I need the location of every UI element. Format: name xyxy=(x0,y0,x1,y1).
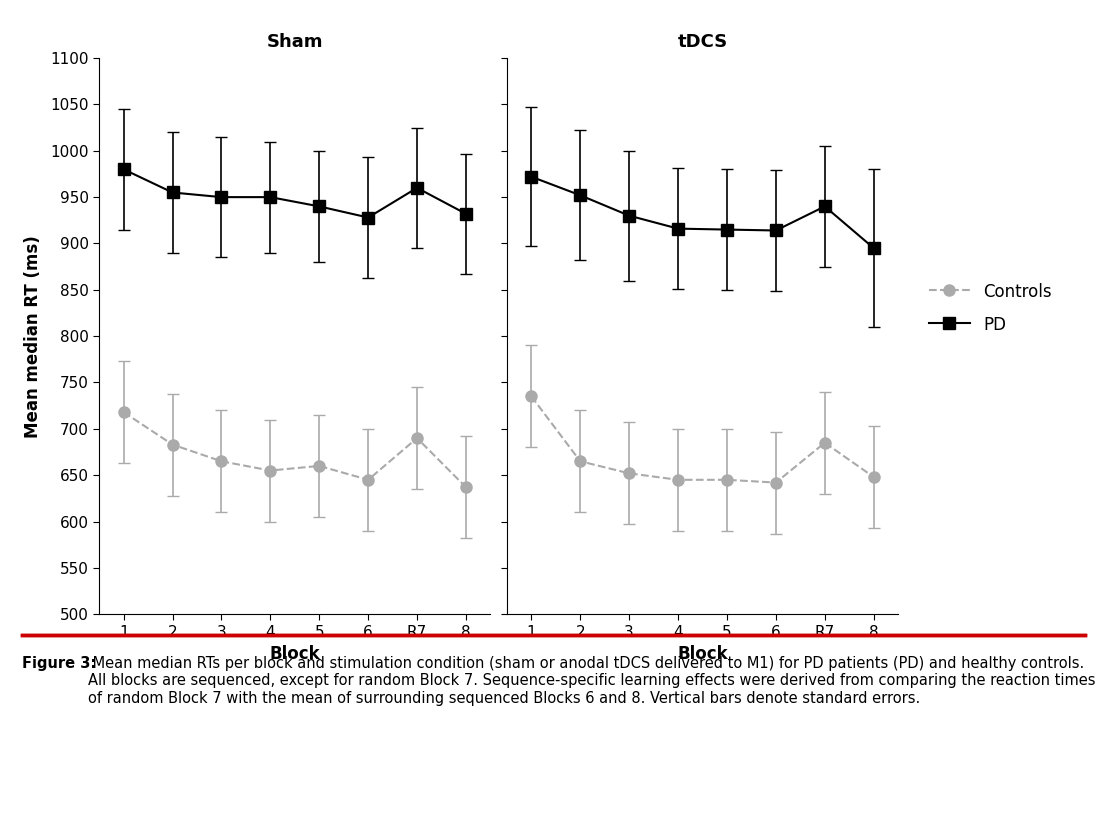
X-axis label: Block: Block xyxy=(678,645,727,663)
Text: Figure 3:: Figure 3: xyxy=(22,656,96,671)
Y-axis label: Mean median RT (ms): Mean median RT (ms) xyxy=(24,235,42,437)
Text: Mean median RTs per block and stimulation condition (sham or anodal tDCS deliver: Mean median RTs per block and stimulatio… xyxy=(88,656,1095,706)
X-axis label: Block: Block xyxy=(270,645,320,663)
Title: Sham: Sham xyxy=(267,33,323,51)
Title: tDCS: tDCS xyxy=(678,33,727,51)
Legend: Controls, PD: Controls, PD xyxy=(929,283,1052,334)
